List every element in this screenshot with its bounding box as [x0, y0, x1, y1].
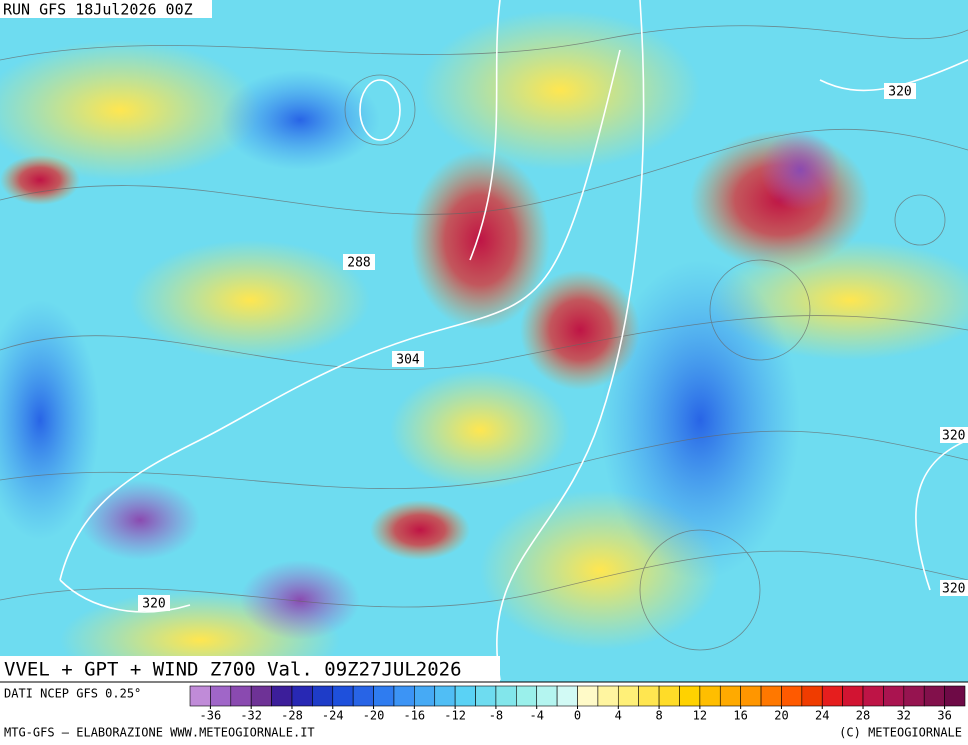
footer-left: MTG-GFS – ELABORAZIONE WWW.METEOGIORNALE…	[4, 726, 315, 740]
colorbar-swatch	[312, 685, 334, 707]
colorbar-swatch	[760, 685, 782, 707]
colorbar-swatch	[842, 685, 864, 707]
colorbar-swatch	[658, 685, 680, 707]
colorbar-label: -8	[489, 709, 503, 723]
colorbar-swatch	[556, 685, 578, 707]
colorbar-label: 0	[574, 709, 581, 723]
map-caption: VVEL + GPT + WIND Z700 Val. 09Z27JUL2026	[4, 659, 462, 681]
colorbar-label: 28	[856, 709, 870, 723]
colorbar-swatch	[597, 685, 619, 707]
colorbar-label: 20	[774, 709, 788, 723]
colorbar-swatch	[781, 685, 803, 707]
colorbar-label: 4	[615, 709, 622, 723]
colorbar-label: 24	[815, 709, 829, 723]
colorbar-swatch	[189, 685, 211, 707]
colorbar-swatch	[862, 685, 884, 707]
contour-label: 320	[888, 85, 911, 100]
colorbar-swatch	[516, 685, 538, 707]
colorbar-label: 32	[897, 709, 911, 723]
colorbar-label: 16	[733, 709, 747, 723]
colorbar-swatch	[536, 685, 558, 707]
colorbar-swatch	[638, 685, 660, 707]
contour-label: 320	[942, 582, 965, 597]
colorbar-swatch	[250, 685, 272, 707]
colorbar-label: -4	[529, 709, 543, 723]
colorbar-label: -32	[240, 709, 262, 723]
colorbar-swatch	[454, 685, 476, 707]
colorbar-swatch	[434, 685, 456, 707]
colorbar-swatch	[903, 685, 925, 707]
colorbar-label: 12	[693, 709, 707, 723]
colorbar-swatch	[495, 685, 517, 707]
colorbar-swatch	[271, 685, 293, 707]
data-source: DATI NCEP GFS 0.25°	[4, 687, 141, 701]
colorbar-swatch	[944, 685, 966, 707]
run-title: RUN GFS 18Jul2026 00Z	[3, 1, 193, 19]
colorbar-swatch	[617, 685, 639, 707]
colorbar-swatch	[923, 685, 945, 707]
colorbar-swatch	[291, 685, 313, 707]
map: 288 304 320 320 320 320	[0, 0, 968, 682]
colorbar-swatch	[352, 685, 374, 707]
colorbar-label: -20	[363, 709, 385, 723]
colorbar-swatch	[719, 685, 741, 707]
colorbar-label: -28	[281, 709, 303, 723]
contour-label: 320	[942, 429, 965, 444]
colorbar: -36 -32 -28 -24 -20 -16 -12 -8 -4 0 4 8 12 16 20 24 28 32…	[189, 685, 966, 723]
colorbar-label: 36	[937, 709, 951, 723]
contour-label: 320	[142, 597, 165, 612]
colorbar-swatch	[332, 685, 354, 707]
contour-label: 288	[347, 256, 370, 271]
colorbar-label: -24	[322, 709, 344, 723]
colorbar-swatch	[679, 685, 701, 707]
contour-label: 304	[396, 353, 420, 368]
colorbar-label: -12	[444, 709, 466, 723]
colorbar-swatch	[883, 685, 905, 707]
colorbar-swatch	[475, 685, 497, 707]
colorbar-label: -16	[403, 709, 425, 723]
colorbar-swatch	[210, 685, 232, 707]
colorbar-label: 8	[655, 709, 662, 723]
colorbar-swatch	[801, 685, 823, 707]
colorbar-swatch	[230, 685, 252, 707]
colorbar-swatch	[821, 685, 843, 707]
colorbar-swatch	[577, 685, 599, 707]
colorbar-swatch	[699, 685, 721, 707]
footer-right: (C) METEOGIORNALE	[839, 726, 962, 740]
colorbar-swatch	[373, 685, 395, 707]
colorbar-label: -36	[200, 709, 222, 723]
colorbar-swatch	[414, 685, 436, 707]
colorbar-swatch	[740, 685, 762, 707]
colorbar-swatch	[393, 685, 415, 707]
